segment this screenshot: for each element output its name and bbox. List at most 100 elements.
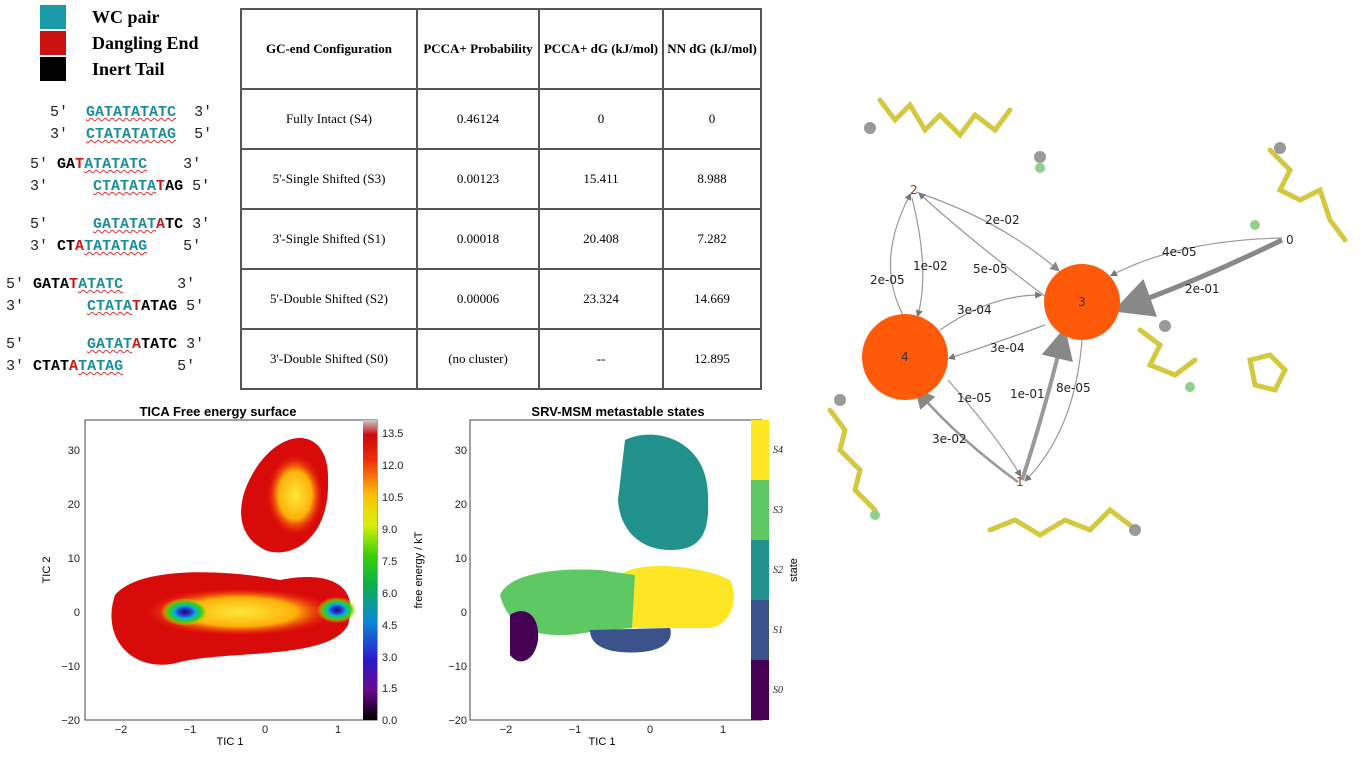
x-tick: 0 bbox=[647, 724, 653, 736]
table-row: Fully Intact (S4) 0.46124 0 0 bbox=[240, 88, 762, 150]
edge-label: 3e-04 bbox=[957, 303, 992, 317]
edge-label: 2e-05 bbox=[870, 273, 905, 287]
table-cell: 14.669 bbox=[662, 268, 762, 330]
legend-label: Inert Tail bbox=[92, 58, 165, 79]
states-ticks: −2 −1 0 1 −20 −10 0 10 20 30 bbox=[448, 445, 726, 736]
state-cbar-label: state bbox=[788, 558, 800, 582]
edge-label: 8e-05 bbox=[1056, 381, 1091, 395]
msm-network: 3 4 0 1 2 2e-02 5e-05 4e-05 2e-01 1e-02 … bbox=[827, 97, 1348, 538]
state-tick: S3 bbox=[773, 505, 783, 516]
molecule-icon bbox=[834, 122, 1286, 536]
y-tick: 0 bbox=[74, 607, 80, 619]
table-cell: 5'-Double Shifted (S2) bbox=[240, 268, 418, 330]
table-header: PCCA+ Probability bbox=[416, 8, 540, 90]
edge-label: 2e-01 bbox=[1185, 282, 1220, 296]
fes-plot: TICA Free energy surface −2 −1 0 1 −20 −… bbox=[41, 404, 425, 748]
table-row: 3'-Single Shifted (S1) 0.00018 20.408 7.… bbox=[240, 208, 762, 270]
dna-seq: 5′ GATATATATC 3′ bbox=[30, 156, 202, 173]
node-label: 1 bbox=[1016, 475, 1024, 489]
edge-label: 1e-05 bbox=[957, 391, 992, 405]
table-header: GC-end Configuration bbox=[240, 8, 418, 90]
cbar-label: free energy / kT bbox=[413, 531, 425, 608]
x-tick: −1 bbox=[184, 724, 197, 736]
cbar-tick: 0.0 bbox=[382, 715, 397, 727]
state-s1-region bbox=[590, 628, 671, 653]
edge-label: 1e-02 bbox=[913, 259, 948, 273]
fes-surface bbox=[111, 437, 357, 665]
y-tick: 10 bbox=[455, 553, 467, 565]
legend-item-inert: Inert Tail bbox=[40, 56, 199, 82]
state-s2-region bbox=[618, 434, 709, 550]
inert-swatch bbox=[40, 57, 66, 81]
cbar-tick: 12.0 bbox=[382, 460, 403, 472]
dna-seq: 3′ CTATATATAG 5′ bbox=[30, 178, 211, 195]
table-cell: 0.00018 bbox=[416, 208, 540, 270]
table-cell: Fully Intact (S4) bbox=[240, 88, 418, 150]
x-tick: 1 bbox=[335, 724, 341, 736]
table-cell: 7.282 bbox=[662, 208, 762, 270]
cbar-s3 bbox=[751, 480, 769, 540]
y-tick: −10 bbox=[61, 661, 80, 673]
state-s4-region bbox=[620, 565, 734, 628]
cbar-tick: 10.5 bbox=[382, 492, 403, 504]
table-cell: 0 bbox=[662, 88, 762, 150]
states-axes bbox=[469, 419, 763, 721]
y-tick: 30 bbox=[68, 445, 80, 457]
fes-axes bbox=[84, 419, 378, 721]
legend-item-dangling: Dangling End bbox=[40, 30, 199, 56]
network-edges bbox=[889, 191, 1284, 484]
table-cell: (no cluster) bbox=[416, 328, 540, 390]
legend: WC pair Dangling End Inert Tail bbox=[40, 4, 199, 82]
node-label: 3 bbox=[1078, 295, 1086, 309]
dna-seq: 5′ GATATATATC 3′ bbox=[50, 104, 213, 121]
table-row: 5'-Double Shifted (S2) 0.00006 23.324 14… bbox=[240, 268, 762, 330]
state-tick: S4 bbox=[773, 445, 783, 456]
state-colorbar bbox=[751, 420, 769, 720]
dna-seq: 3′ CTATATATAG 5′ bbox=[30, 238, 202, 255]
node-label: 4 bbox=[901, 350, 909, 364]
node-label: 2 bbox=[910, 183, 918, 197]
table-cell: 23.324 bbox=[538, 268, 664, 330]
y-tick: 20 bbox=[455, 499, 467, 511]
cbar-tick: 4.5 bbox=[382, 620, 397, 632]
table-row: 3'-Double Shifted (S0) (no cluster) -- 1… bbox=[240, 328, 762, 390]
state-regions bbox=[500, 434, 734, 662]
cbar-tick: 6.0 bbox=[382, 588, 397, 600]
molecule-icon bbox=[827, 97, 1348, 538]
y-tick: 10 bbox=[68, 553, 80, 565]
y-tick: −20 bbox=[61, 715, 80, 727]
table-header-row: GC-end Configuration PCCA+ Probability P… bbox=[240, 8, 762, 90]
node-label: 0 bbox=[1286, 233, 1294, 247]
edge-label: 5e-05 bbox=[973, 262, 1008, 276]
edge-label: 2e-02 bbox=[985, 213, 1020, 227]
table-header: PCCA+ dG (kJ/mol) bbox=[538, 8, 664, 90]
legend-item-wc: WC pair bbox=[40, 4, 199, 30]
state-tick: S1 bbox=[773, 625, 783, 636]
table-cell: 15.411 bbox=[538, 148, 664, 210]
cbar-tick: 7.5 bbox=[382, 556, 397, 568]
state-tick: S2 bbox=[773, 565, 783, 576]
table-cell: 12.895 bbox=[662, 328, 762, 390]
edge-label: 4e-05 bbox=[1162, 245, 1197, 259]
cbar-tick: 1.5 bbox=[382, 683, 397, 695]
dangling-swatch bbox=[40, 31, 66, 55]
table-cell: 8.988 bbox=[662, 148, 762, 210]
cbar-s1 bbox=[751, 600, 769, 660]
dna-seq: 5′ GATATATATC 3′ bbox=[6, 276, 196, 293]
cbar-s2 bbox=[751, 540, 769, 600]
table-cell: 0.46124 bbox=[416, 88, 540, 150]
y-tick: −10 bbox=[448, 661, 467, 673]
legend-label: WC pair bbox=[92, 6, 160, 27]
dna-seq: 5′ GATATATATC 3′ bbox=[6, 336, 205, 353]
table-header: NN dG (kJ/mol) bbox=[662, 8, 762, 90]
states-title: SRV-MSM metastable states bbox=[531, 404, 704, 419]
states-plot: SRV-MSM metastable states −2 −1 0 1 −20 … bbox=[448, 404, 800, 748]
wc-swatch bbox=[40, 5, 66, 29]
table-cell: 3'-Double Shifted (S0) bbox=[240, 328, 418, 390]
y-axis-label: TIC 2 bbox=[41, 557, 53, 584]
table-cell: 5'-Single Shifted (S3) bbox=[240, 148, 418, 210]
cbar-tick: 9.0 bbox=[382, 524, 397, 536]
cbar-s0 bbox=[751, 660, 769, 720]
dna-seq: 3′ CTATATATAG 5′ bbox=[6, 298, 205, 315]
y-tick: 0 bbox=[461, 607, 467, 619]
